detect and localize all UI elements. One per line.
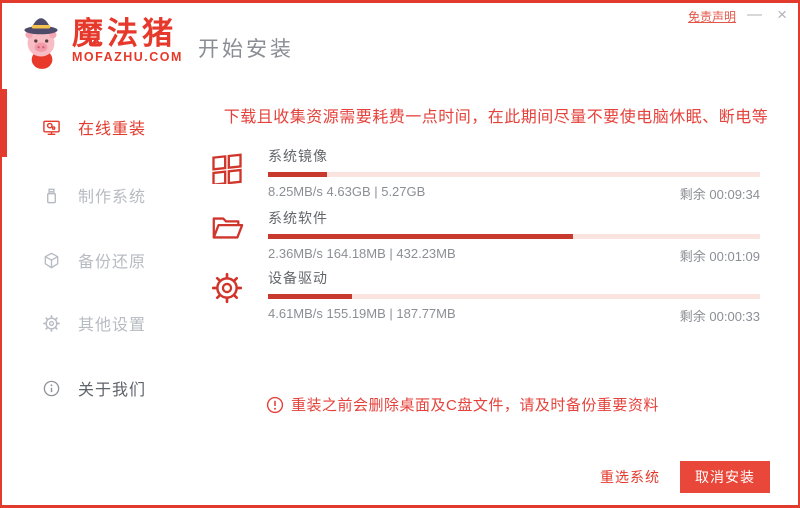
task-name: 系统镜像	[268, 148, 328, 164]
disclaimer-link[interactable]: 免责声明	[687, 10, 736, 24]
progress-bar	[268, 172, 760, 177]
task-remaining-time: 剩余 00:09:34	[679, 187, 760, 202]
task-speed-size: 2.36MB/s 164.18MB | 432.23MB	[268, 246, 456, 261]
active-item-indicator	[2, 89, 7, 157]
sidebar-item-backup-restore[interactable]: 备份还原	[42, 243, 146, 277]
monitor-reinstall-icon	[43, 120, 60, 135]
sidebar-item-make-system[interactable]: 制作系统	[42, 178, 146, 212]
progress-bar-fill	[268, 294, 352, 299]
backup-warning: 重装之前会删除桌面及C盘文件，请及时备份重要资料	[266, 394, 659, 415]
task-name: 系统软件	[268, 210, 328, 226]
reselect-system-button[interactable]: 重选系统	[594, 459, 666, 495]
close-button[interactable]: ×	[777, 5, 787, 24]
footer-actions: 重选系统 取消安装	[594, 459, 770, 495]
exclamation-circle-icon	[266, 396, 284, 413]
info-icon	[43, 380, 60, 396]
task-row-system-software: 系统软件 2.36MB/s 164.18MB | 432.23MB 剩余 00:…	[208, 208, 760, 264]
cancel-install-button[interactable]: 取消安装	[680, 461, 770, 493]
sidebar-item-label: 制作系统	[78, 189, 147, 206]
page-title: 开始安装	[198, 38, 294, 61]
sidebar-item-about-us[interactable]: 关于我们	[42, 371, 146, 405]
backup-warning-text: 重装之前会删除桌面及C盘文件，请及时备份重要资料	[291, 397, 659, 414]
task-row-device-drivers: 设备驱动 4.61MB/s 155.19MB | 187.77MB 剩余 00:…	[208, 268, 760, 324]
progress-bar	[268, 234, 760, 239]
brand-domain: MOFAZHU.COM	[72, 50, 183, 65]
sidebar-item-online-reinstall[interactable]: 在线重装	[42, 110, 146, 144]
sidebar-item-label: 在线重装	[78, 121, 147, 138]
download-notice: 下载且收集资源需要耗费一点时间，在此期间尽量不要使电脑休眠、断电等	[223, 109, 769, 126]
gear-icon	[210, 270, 244, 306]
sidebar-item-label: 其他设置	[78, 317, 147, 334]
progress-bar-fill	[268, 172, 328, 177]
backup-cube-icon	[44, 252, 59, 268]
progress-bar-fill	[268, 234, 574, 239]
sidebar-item-label: 备份还原	[78, 254, 147, 271]
usb-drive-icon	[46, 188, 57, 203]
sidebar-item-other-settings[interactable]: 其他设置	[42, 306, 146, 340]
task-speed-size: 4.61MB/s 155.19MB | 187.77MB	[268, 306, 456, 321]
task-name: 设备驱动	[268, 270, 328, 286]
gear-icon	[43, 314, 60, 332]
pig-wizard-mascot-icon	[24, 18, 58, 69]
brand-logo: 魔法猪 MOFAZHU.COM	[16, 11, 183, 71]
task-remaining-time: 剩余 00:00:33	[679, 309, 760, 324]
task-row-system-image: 系统镜像 8.25MB/s 4.63GB | 5.27GB 剩余 00:09:3…	[208, 146, 760, 202]
sidebar-item-label: 关于我们	[78, 382, 147, 399]
folder-icon	[210, 210, 244, 246]
minimize-button[interactable]: —	[747, 6, 762, 23]
progress-bar	[268, 294, 760, 299]
windows-logo-icon	[210, 148, 244, 186]
task-remaining-time: 剩余 00:01:09	[679, 249, 760, 264]
task-speed-size: 8.25MB/s 4.63GB | 5.27GB	[268, 184, 426, 199]
brand-name: 魔法猪	[72, 15, 177, 51]
